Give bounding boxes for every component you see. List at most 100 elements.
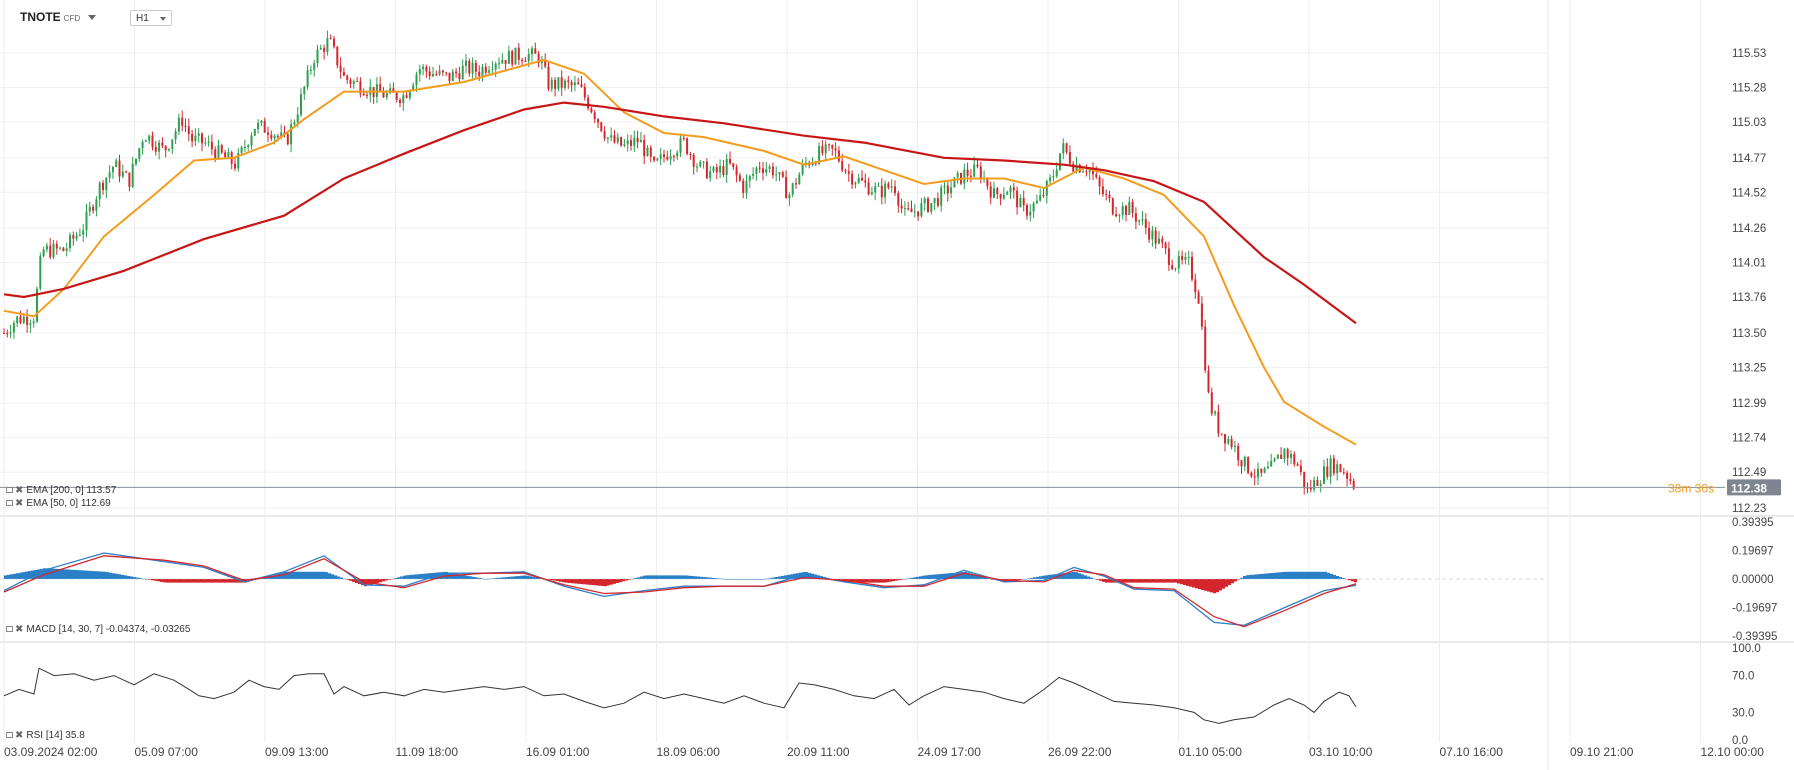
- macd-histogram-bar: [412, 574, 415, 579]
- macd-histogram-bar: [562, 579, 565, 583]
- candle-body: [748, 175, 751, 181]
- macd-histogram-bar: [1303, 571, 1306, 579]
- macd-histogram-bar: [271, 575, 274, 579]
- macd-histogram-bar: [1033, 577, 1036, 579]
- macd-histogram-bar: [223, 579, 226, 583]
- macd-histogram-bar: [100, 571, 103, 579]
- candle-body: [682, 137, 685, 139]
- timeframe-selector[interactable]: H1: [130, 10, 172, 26]
- macd-histogram-bar: [337, 576, 340, 579]
- macd-histogram-bar: [1324, 571, 1327, 579]
- macd-histogram-bar: [388, 579, 391, 580]
- macd-histogram-bar: [268, 576, 271, 579]
- candle-body: [356, 81, 359, 83]
- settings-icon[interactable]: [6, 626, 13, 633]
- macd-histogram-bar: [619, 579, 622, 583]
- macd-histogram-bar: [874, 579, 877, 583]
- macd-histogram-bar: [322, 571, 325, 579]
- candle-body: [422, 66, 425, 70]
- macd-histogram-bar: [334, 575, 337, 579]
- candle-body: [204, 142, 207, 144]
- candle-body: [1270, 460, 1273, 467]
- candle-body: [1062, 143, 1065, 154]
- candle-body: [702, 161, 705, 163]
- macd-histogram-bar: [43, 568, 46, 579]
- candle-body: [181, 117, 184, 126]
- ema200-line: [3, 101, 1357, 325]
- chevron-down-icon[interactable]: [160, 17, 166, 21]
- macd-histogram-bar: [127, 575, 130, 579]
- candle-body: [600, 122, 603, 132]
- macd-histogram-bar: [235, 579, 238, 583]
- macd-histogram-bar: [385, 579, 388, 581]
- macd-histogram-bar: [1339, 577, 1342, 579]
- candle-body: [534, 48, 537, 54]
- macd-histogram-bar: [895, 579, 898, 581]
- macd-histogram-bar: [1321, 571, 1324, 579]
- macd-histogram-bar: [1336, 575, 1339, 579]
- macd-histogram-bar: [262, 577, 265, 579]
- settings-icon[interactable]: [6, 487, 13, 494]
- macd-histogram-bar: [1063, 573, 1066, 579]
- macd-histogram-bar: [1105, 579, 1108, 583]
- macd-histogram-bar: [1036, 576, 1039, 579]
- candle-body: [738, 175, 741, 181]
- macd-histogram-bar: [706, 577, 709, 579]
- candle-body: [646, 147, 649, 157]
- x-tick-label: 05.09 07:00: [135, 745, 199, 759]
- candle-body: [986, 177, 989, 187]
- macd-histogram-bar: [88, 570, 91, 579]
- close-icon[interactable]: ✖: [15, 498, 24, 509]
- candle-body: [804, 162, 807, 164]
- candle-body: [712, 167, 715, 172]
- candle-body: [260, 120, 263, 123]
- macd-histogram-bar: [580, 579, 583, 585]
- macd-histogram-bar: [1297, 571, 1300, 579]
- candle-body: [583, 86, 586, 98]
- macd-histogram-bar: [640, 576, 643, 579]
- candle-body: [105, 177, 108, 191]
- macd-histogram-bar: [1015, 579, 1018, 581]
- candle-body: [1068, 152, 1071, 164]
- macd-histogram-bar: [229, 579, 232, 583]
- close-icon[interactable]: ✖: [15, 730, 24, 741]
- close-icon[interactable]: ✖: [15, 624, 24, 635]
- macd-histogram-bar: [13, 573, 16, 579]
- macd-histogram-bar: [463, 575, 466, 579]
- macd-histogram-bar: [160, 579, 163, 582]
- candle-body: [1052, 176, 1055, 178]
- macd-histogram-bar: [1234, 579, 1237, 582]
- candle-body: [1006, 192, 1009, 195]
- macd-histogram-bar: [499, 577, 502, 579]
- close-icon[interactable]: ✖: [15, 485, 24, 496]
- candle-body: [458, 73, 461, 80]
- macd-histogram-bar: [1312, 571, 1315, 579]
- candle-body: [620, 137, 623, 146]
- settings-icon[interactable]: [6, 732, 13, 739]
- candle-body: [795, 183, 797, 185]
- macd-histogram-bar: [1087, 576, 1090, 579]
- macd-histogram-bar: [97, 571, 100, 579]
- settings-icon[interactable]: [6, 500, 13, 507]
- candle-body: [161, 142, 164, 146]
- macd-histogram-bar: [505, 577, 508, 579]
- macd-histogram-bar: [79, 570, 82, 579]
- macd-histogram-bar: [199, 579, 202, 583]
- candle-body: [375, 84, 378, 97]
- symbol-selector[interactable]: TNOTE CFD: [20, 10, 97, 24]
- candle-body: [1191, 256, 1193, 280]
- candle-body: [1171, 264, 1174, 270]
- macd-histogram-bar: [166, 579, 169, 583]
- macd-histogram-bar: [1288, 571, 1291, 579]
- y-tick-label: 112.23: [1732, 503, 1766, 515]
- macd-histogram-bar: [1123, 579, 1126, 583]
- candle-body: [1342, 471, 1345, 473]
- legend-macd-text: MACD [14, 30, 7] -0.04374, -0.03265: [26, 624, 191, 635]
- candle-body: [455, 71, 458, 74]
- macd-histogram-bar: [1066, 572, 1069, 579]
- macd-histogram-bar: [652, 575, 655, 579]
- candle-body: [399, 99, 401, 104]
- chevron-down-icon[interactable]: [88, 15, 97, 21]
- candle-body: [168, 148, 170, 151]
